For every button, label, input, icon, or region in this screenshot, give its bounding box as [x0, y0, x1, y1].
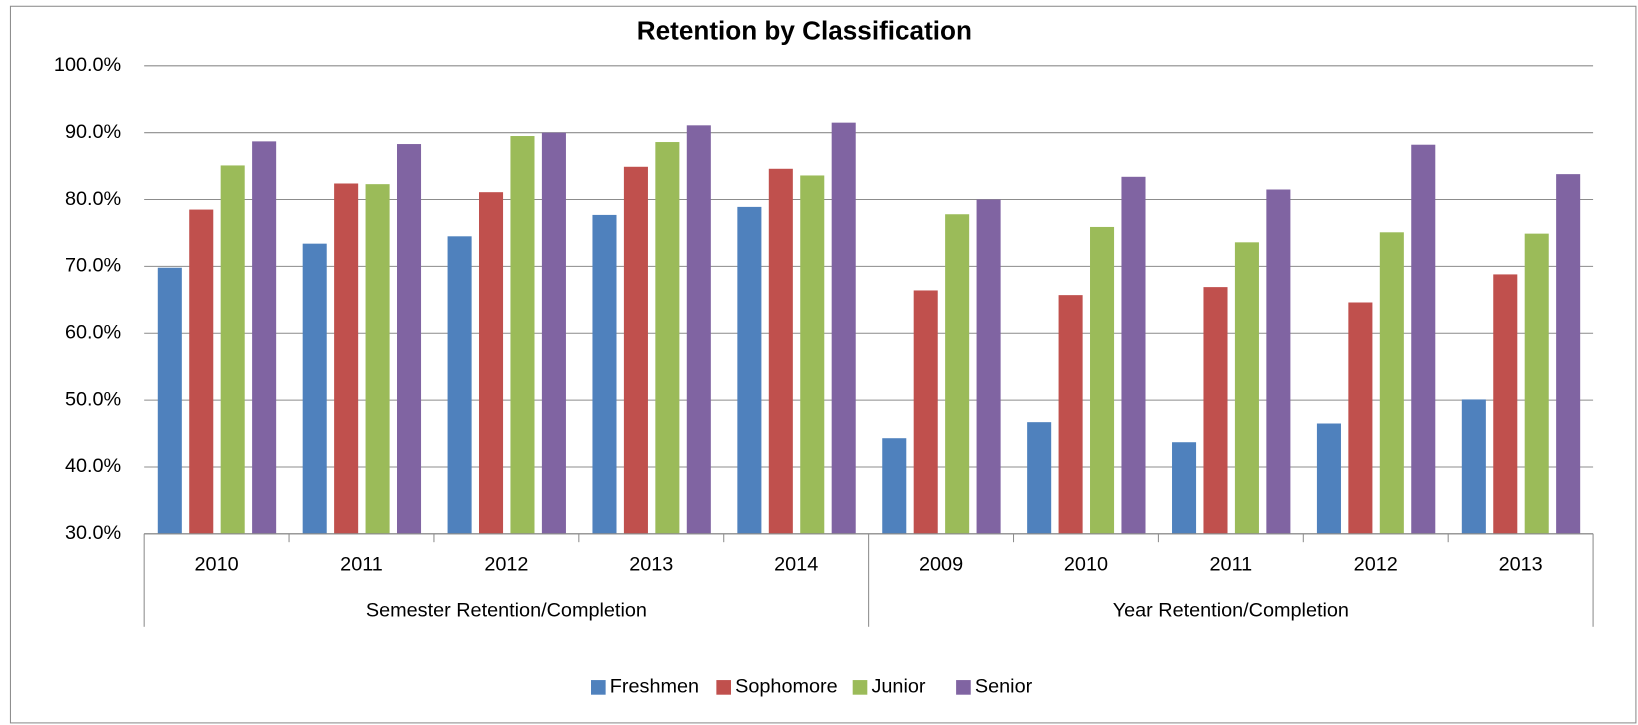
y-tick-label: 90.0% — [65, 121, 121, 143]
x-tick-label: 2010 — [195, 553, 239, 575]
bar — [737, 206, 762, 534]
bar — [1266, 189, 1291, 534]
y-tick-label: 60.0% — [65, 321, 121, 343]
x-tick-label: 2011 — [1210, 553, 1253, 575]
y-tick-label: 40.0% — [65, 455, 121, 477]
bar — [976, 199, 1001, 534]
x-tick-label: 2012 — [1354, 553, 1398, 575]
x-tick-label: 2009 — [919, 553, 963, 575]
bar — [913, 290, 938, 534]
bar — [592, 214, 617, 534]
bar — [1090, 226, 1115, 534]
bar — [1234, 242, 1259, 534]
legend-label: Sophomore — [735, 676, 838, 698]
bar — [302, 243, 327, 534]
x-tick-label: 2012 — [484, 553, 528, 575]
bar — [1524, 233, 1549, 534]
bar — [220, 165, 245, 534]
bar — [252, 141, 277, 534]
legend-label: Freshmen — [610, 676, 699, 698]
legend-swatch — [852, 680, 868, 695]
legend-swatch — [591, 680, 606, 695]
bar — [686, 125, 711, 534]
bar — [396, 144, 422, 534]
bar — [1556, 174, 1581, 534]
bar — [945, 214, 970, 534]
bar — [1411, 144, 1436, 534]
x-tick-label: 2013 — [1499, 553, 1543, 575]
legend-label: Junior — [871, 676, 925, 698]
bar — [1316, 423, 1341, 534]
bar — [1379, 232, 1404, 534]
legend-swatch — [716, 680, 731, 695]
bar — [1027, 422, 1052, 534]
bar — [541, 132, 566, 534]
legend-label: Senior — [975, 676, 1033, 698]
x-tick-label: 2010 — [1064, 553, 1108, 575]
bar — [1172, 442, 1197, 534]
bar — [1203, 287, 1228, 534]
bar — [365, 184, 390, 534]
y-tick-label: 50.0% — [65, 388, 121, 410]
bar — [157, 267, 182, 534]
bar — [1461, 399, 1486, 534]
bar — [623, 166, 648, 534]
bar — [768, 168, 793, 534]
y-tick-label: 30.0% — [65, 522, 121, 544]
bar — [510, 136, 535, 534]
x-tick-label: 2011 — [340, 553, 383, 575]
x-tick-label: 2014 — [774, 553, 818, 575]
bar — [882, 438, 907, 534]
y-tick-label: 100.0% — [54, 54, 121, 76]
y-tick-label: 70.0% — [65, 255, 121, 277]
bar — [479, 192, 504, 534]
legend-swatch — [956, 680, 971, 695]
bar — [655, 142, 680, 534]
x-tick-label: 2013 — [629, 553, 673, 575]
group-label: Semester Retention/Completion — [366, 599, 647, 621]
bar — [1348, 302, 1373, 534]
bar — [800, 175, 825, 534]
bar — [447, 236, 472, 534]
bar — [189, 209, 214, 534]
bar — [1121, 176, 1146, 534]
bar — [334, 183, 359, 534]
bar — [1058, 295, 1083, 534]
chart-title: Retention by Classification — [637, 15, 972, 45]
bar — [831, 122, 856, 534]
y-tick-label: 80.0% — [65, 188, 121, 210]
bar — [1493, 274, 1518, 534]
group-label: Year Retention/Completion — [1113, 599, 1349, 621]
